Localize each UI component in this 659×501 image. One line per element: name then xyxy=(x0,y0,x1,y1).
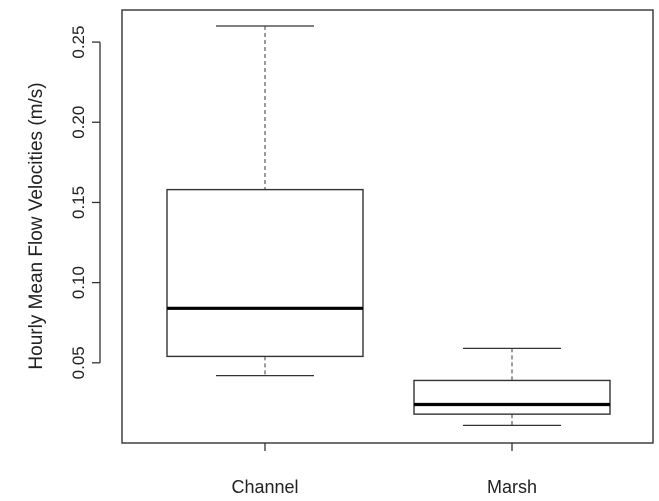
y-tick-label: 0.05 xyxy=(69,346,88,379)
y-axis: 0.05 0.10 0.15 0.20 0.25 xyxy=(69,26,101,379)
iqr-box xyxy=(413,379,611,415)
y-tick-label: 0.15 xyxy=(69,186,88,219)
y-tick-label: 0.25 xyxy=(69,26,88,59)
iqr-box xyxy=(166,188,364,358)
x-tick-label-marsh: Marsh xyxy=(487,477,537,497)
x-tick-label-channel: Channel xyxy=(231,477,298,497)
box-marsh xyxy=(413,347,611,427)
y-tick-label: 0.10 xyxy=(69,266,88,299)
plot-frame xyxy=(121,9,654,444)
y-tick-label: 0.20 xyxy=(69,106,88,139)
x-axis-categories: Channel Marsh xyxy=(231,443,537,497)
boxes-layer xyxy=(166,25,611,427)
y-axis-label: Hourly Mean Flow Velocities (m/s) xyxy=(26,82,47,369)
box-channel xyxy=(166,25,364,377)
